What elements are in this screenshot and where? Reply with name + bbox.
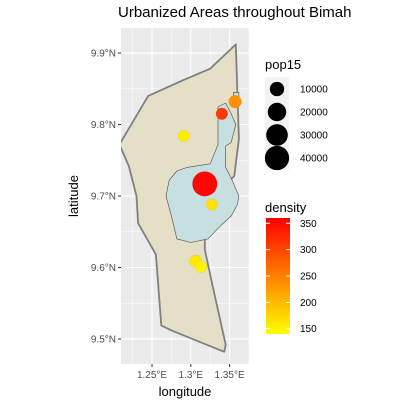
size-legend: pop15 10000 20000 30000 40000 [265, 57, 328, 170]
urban-area-point [206, 199, 217, 210]
size-legend-circle [266, 124, 288, 146]
size-legend-circle [265, 146, 289, 170]
y-tick-label: 9.5°N [91, 334, 116, 345]
colorbar-label: 250 [300, 272, 317, 283]
colorbar-label: 150 [300, 324, 317, 335]
size-legend-label: 20000 [300, 108, 328, 119]
size-legend-title: pop15 [265, 57, 301, 72]
urban-area-point [178, 130, 189, 141]
size-legend-circle [270, 82, 284, 96]
size-legend-label: 40000 [300, 154, 328, 165]
colorbar-label: 350 [300, 219, 317, 230]
x-axis-title: longitude [159, 384, 212, 399]
size-legend-label: 10000 [300, 85, 328, 96]
urban-area-point [216, 108, 228, 120]
y-tick-label: 9.6°N [91, 263, 116, 274]
y-tick-label: 9.9°N [91, 49, 116, 60]
chart-title: Urbanized Areas throughout Bimah [118, 4, 351, 21]
x-tick-label: 1.25°E [137, 370, 167, 381]
color-legend-title: density [265, 200, 307, 215]
urban-area-point [192, 171, 217, 196]
size-legend-label: 30000 [300, 131, 328, 142]
urban-area-point [195, 261, 207, 273]
y-tick-label: 9.7°N [91, 192, 116, 203]
colorbar-label: 200 [300, 298, 317, 309]
y-tick-label: 9.8°N [91, 120, 116, 131]
x-tick-label: 1.3°E [179, 370, 204, 381]
x-tick-label: 1.35°E [215, 370, 245, 381]
colorbar-label: 300 [300, 245, 317, 256]
urban-area-point [229, 95, 242, 108]
size-legend-circle [268, 103, 286, 121]
color-legend: density 150 200 250 300 350 [265, 200, 317, 335]
y-axis-title: latitude [66, 175, 81, 217]
